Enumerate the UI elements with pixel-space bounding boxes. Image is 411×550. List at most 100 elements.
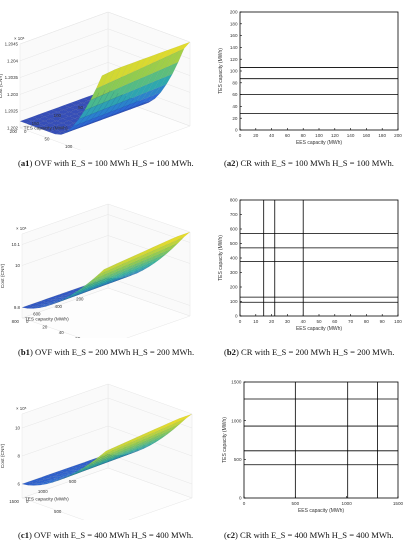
- x-tick-label: 140: [347, 133, 355, 138]
- ees-tick-label: 50: [45, 137, 50, 142]
- x-axis-label: EES capacity (MWh): [298, 508, 344, 514]
- x-tick-label: 60: [332, 319, 338, 324]
- plot-area: [239, 11, 399, 131]
- surface-patch: [98, 266, 111, 275]
- y-axis-label: TES capacity (MWh): [218, 235, 224, 281]
- caption-a1: (a1) OVF with E_S = 100 MWh H_S = 100 MW…: [18, 158, 194, 168]
- x-axis-label: EES capacity (MWh): [296, 140, 342, 146]
- tes-tick-label: 500: [69, 479, 77, 484]
- z-grid-line: [21, 425, 193, 457]
- floor: [21, 287, 191, 338]
- y-tick-label: 120: [230, 57, 238, 62]
- y-tick-label: 0: [239, 496, 242, 501]
- y-tick-label: 200: [230, 285, 238, 290]
- z-grid-line: [19, 11, 191, 45]
- z-grid-line: [19, 28, 191, 62]
- x-tick-label: 200: [394, 133, 402, 138]
- z-exponent-label: × 10⁶: [16, 226, 27, 231]
- caption-b1: (b1) OVF with E_S = 200 MWh H_S = 200 MW…: [18, 347, 195, 357]
- x-tick-label: 30: [285, 319, 291, 324]
- partition-plot-c2: 0 500 1000 1500 0 500 1000 1500 EES capacity (MW…: [222, 380, 404, 514]
- y-tick-label: 800: [230, 198, 238, 203]
- tes-tick-label: 100: [54, 113, 62, 118]
- x-tick-label: 40: [301, 319, 307, 324]
- z-tick-label: 6: [18, 482, 21, 487]
- y-tick-label: 1000: [231, 418, 242, 423]
- x-tick-label: 160: [363, 133, 371, 138]
- x-axis-label: EES capacity (MWh): [296, 326, 342, 332]
- tes-axis-label: TES capacity (MWh): [24, 126, 68, 132]
- tes-tick-label: 200: [10, 129, 18, 134]
- z-axis-label: Cost (CNY): [0, 263, 6, 288]
- tes-axis-label: TES capacity (MWh): [25, 497, 69, 503]
- z-grid-line: [21, 214, 191, 245]
- y-axis-label: TES capacity (MWh): [218, 48, 224, 94]
- y-tick-label: 400: [230, 256, 238, 261]
- caption-a2: (a2) CR with E_S = 100 MWh H_S = 100 MWh…: [224, 158, 394, 168]
- ees-tick-label: 0: [24, 129, 27, 134]
- ees-tick-label: 0: [26, 499, 29, 504]
- z-tick-label: 1.204: [7, 58, 19, 63]
- ees-tick-label: 0: [26, 319, 29, 324]
- tes-tick-label: 800: [12, 319, 20, 324]
- surface-patch: [99, 448, 113, 456]
- ees-tick-label: 20: [42, 325, 47, 330]
- y-tick-label: 40: [232, 104, 238, 109]
- y-tick-label: 0: [235, 128, 238, 133]
- tes-tick-label: 150: [32, 121, 40, 126]
- y-tick-label: 160: [230, 33, 238, 38]
- plot-area: [239, 199, 399, 317]
- x-tick-label: 60: [285, 133, 291, 138]
- caption-c2: (c2) CR with E_S = 400 MWh H_S = 400 MWh…: [224, 530, 394, 540]
- floor: [21, 467, 193, 520]
- y-axis-label: TES capacity (MWh): [222, 417, 228, 463]
- x-tick-label: 20: [253, 133, 259, 138]
- ees-tick-label: 100: [65, 144, 73, 149]
- x-tick-label: 180: [378, 133, 386, 138]
- y-tick-label: 60: [232, 92, 238, 97]
- y-tick-label: 700: [230, 212, 238, 217]
- x-tick-label: 50: [316, 319, 322, 324]
- surface-plot-c1: 681005001000150050010001500EES capacity …: [0, 383, 193, 520]
- x-tick-label: 80: [364, 319, 370, 324]
- caption-c1: (c1) OVF with E_S = 400 MWh H_S = 400 MW…: [18, 530, 194, 540]
- tes-tick-label: 1000: [38, 489, 48, 494]
- x-tick-label: 80: [301, 133, 307, 138]
- x-tick-label: 0: [239, 133, 242, 138]
- y-tick-label: 140: [230, 45, 238, 50]
- surface-plot-a1: 1.202 1.2025 1.203 1.2035 1.204 1.2045 0 50 100 1…: [0, 11, 191, 150]
- x-tick-label: 40: [269, 133, 275, 138]
- y-tick-label: 500: [234, 457, 242, 462]
- partition-plot-a2: 0 20 40 60 80 100 120 140 160 180 200 0 20 40 60 80 100 1…: [218, 10, 402, 146]
- y-tick-label: 20: [232, 116, 238, 121]
- y-tick-label: 100: [230, 69, 238, 74]
- ees-tick-label: 40: [59, 330, 64, 335]
- tes-tick-label: 1500: [9, 499, 19, 504]
- x-tick-label: 90: [380, 319, 386, 324]
- z-axis-label: Cost (CNY): [0, 443, 6, 468]
- x-tick-label: 100: [394, 319, 402, 324]
- z-tick-label: 10.1: [11, 242, 20, 247]
- x-tick-label: 100: [315, 133, 323, 138]
- plot-area: [243, 381, 399, 499]
- y-tick-label: 80: [232, 80, 238, 85]
- x-tick-label: 70: [348, 319, 354, 324]
- caption-b2: (b2) CR with E_S = 200 MWh H_S = 200 MWh…: [224, 347, 395, 357]
- x-tick-label: 0: [239, 319, 242, 324]
- tes-tick-label: 50: [78, 105, 83, 110]
- y-tick-label: 200: [230, 10, 238, 15]
- z-axis-label: Cost (CNY): [0, 73, 4, 98]
- y-tick-label: 180: [230, 21, 238, 26]
- y-tick-label: 0: [235, 314, 238, 319]
- z-tick-label: 1.203: [7, 92, 19, 97]
- tes-tick-label: 400: [55, 304, 63, 309]
- x-tick-label: 1500: [393, 501, 404, 506]
- x-tick-label: 0: [243, 501, 246, 506]
- ees-tick-label: 500: [54, 509, 62, 514]
- z-tick-label: 8: [18, 454, 21, 459]
- y-tick-label: 1500: [231, 380, 242, 385]
- z-grid-line: [21, 397, 193, 429]
- ees-tick-label: 60: [75, 336, 80, 338]
- z-tick-label: 10: [15, 426, 20, 431]
